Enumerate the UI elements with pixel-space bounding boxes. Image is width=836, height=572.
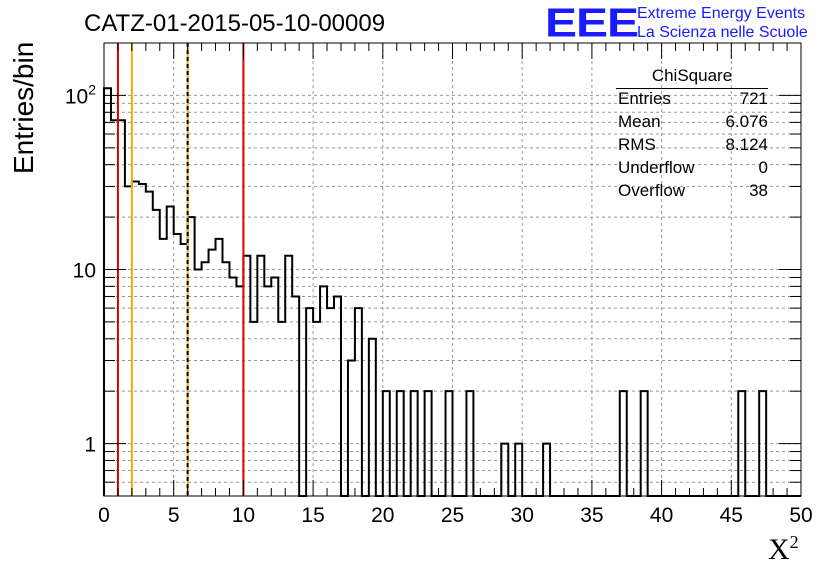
stats-label: RMS: [618, 135, 656, 154]
x-tick-label: 0: [98, 504, 110, 527]
x-tick-label: 35: [580, 504, 603, 527]
stats-value: 38: [749, 181, 768, 200]
x-tick-label: 25: [441, 504, 464, 527]
stats-row: Underflow 0: [608, 158, 776, 181]
x-tick-label: 30: [511, 504, 534, 527]
stats-value: 8.124: [725, 135, 768, 154]
stats-row: RMS 8.124: [608, 135, 776, 158]
y-tick-label: 102: [65, 81, 96, 108]
tick-labels: 0 5 10 15 20 25 30 35 40 45 50 1 10 102: [65, 81, 813, 527]
x-tick-label: 20: [371, 504, 394, 527]
org-line-2: La Scienza nelle Scuole: [637, 24, 808, 41]
stats-row: Overflow 38: [608, 181, 776, 204]
x-axis-label: X2: [768, 532, 799, 566]
stats-row: Entries 721: [608, 89, 776, 112]
axis-ticks: [103, 42, 802, 497]
x-tick-label: 15: [301, 504, 324, 527]
organization-text: Extreme Energy Events La Scienza nelle S…: [637, 4, 808, 42]
y-tick-label: 10: [73, 260, 96, 283]
eee-logo: EEE: [545, 0, 639, 46]
stats-label: Underflow: [618, 158, 695, 177]
x-tick-label: 10: [232, 504, 255, 527]
stats-label: Overflow: [618, 181, 686, 200]
y-tick-label: 1: [84, 434, 96, 457]
x-tick-label: 5: [168, 504, 180, 527]
stats-value: 6.076: [725, 112, 768, 131]
stats-label: Mean: [618, 112, 661, 131]
stats-row: Mean 6.076: [608, 112, 776, 135]
y-axis-label: Entries/bin: [8, 41, 39, 174]
x-tick-label: 45: [720, 504, 743, 527]
stats-value: 721: [739, 89, 768, 108]
stats-title: ChiSquare: [616, 66, 768, 89]
stats-box: ChiSquare Entries 721 Mean 6.076 RMS 8.124 …: [608, 66, 776, 204]
chart-title: CATZ-01-2015-05-10-00009: [84, 10, 386, 37]
org-line-1: Extreme Energy Events: [637, 5, 806, 22]
x-tick-label: 40: [650, 504, 673, 527]
x-tick-label: 50: [789, 504, 812, 527]
stats-label: Entries: [618, 89, 671, 108]
stats-value: 0: [758, 158, 768, 177]
